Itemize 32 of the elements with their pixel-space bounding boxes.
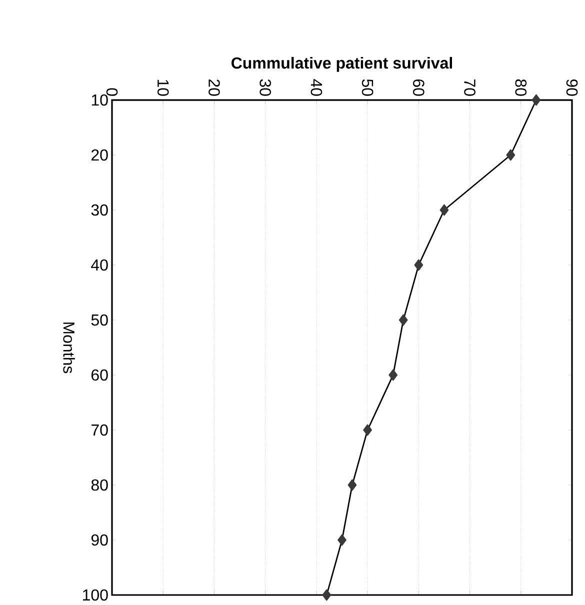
y-tick-label: 20: [91, 149, 108, 161]
point: [532, 94, 541, 106]
x-tick-label: 50: [362, 79, 374, 96]
x-tick-label: 30: [260, 79, 271, 96]
y-tick-label: 80: [91, 479, 108, 491]
point: [363, 424, 372, 436]
x-tick-label: 20: [208, 80, 220, 96]
x-tick-label: 80: [515, 79, 527, 96]
y-tick-label: 50: [91, 314, 108, 326]
y-tick-label: 30: [91, 204, 108, 216]
y-tick-label: 90: [91, 534, 108, 546]
point: [348, 479, 357, 491]
x-tick-label: 0: [106, 88, 118, 96]
point: [506, 149, 516, 161]
x-tick-label: 40: [310, 79, 322, 96]
y-tick-label: 100: [83, 589, 108, 601]
x-tick-label: 60: [413, 80, 424, 96]
point: [398, 314, 408, 326]
y-axis-title: Months: [63, 322, 75, 374]
y-tick-label: 60: [91, 369, 108, 381]
x-tick-label: 10: [157, 80, 169, 96]
y-tick-label: 40: [91, 259, 108, 271]
y-tick-label: 70: [92, 424, 108, 436]
point: [338, 534, 346, 546]
x-axis-title: Cummulative patient survival: [232, 56, 452, 72]
point: [440, 204, 449, 216]
point: [322, 589, 332, 601]
x-tick-label: 90: [566, 79, 578, 96]
y-tick-label: 10: [92, 94, 108, 106]
x-tick-label: 70: [464, 80, 476, 96]
point: [414, 259, 424, 271]
point: [388, 369, 398, 381]
